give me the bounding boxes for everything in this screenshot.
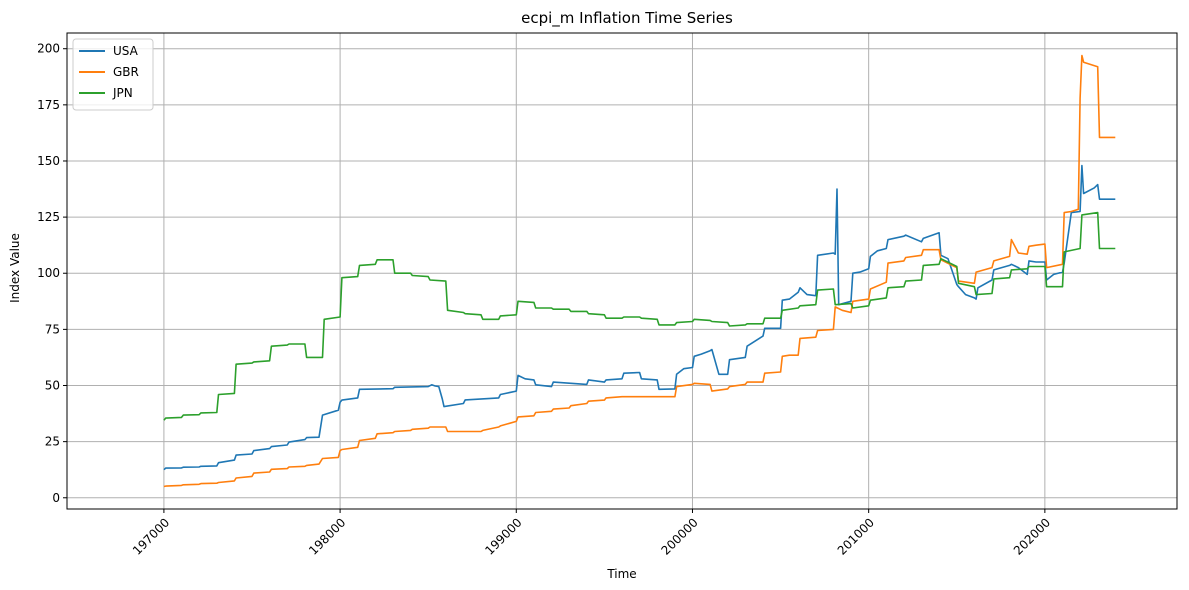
y-tick-label: 25: [45, 435, 60, 449]
y-tick-label: 150: [37, 154, 60, 168]
y-tick-label: 100: [37, 266, 60, 280]
legend-label-gbr: GBR: [113, 65, 139, 79]
series-line-gbr: [163, 54, 1116, 488]
grid: [67, 33, 1177, 509]
x-axis-label: Time: [606, 567, 636, 581]
y-tick-label: 50: [45, 379, 60, 393]
plot-frame: [66, 32, 1178, 510]
y-tick-label: 0: [52, 491, 60, 505]
series-line-jpn: [163, 211, 1116, 421]
series-line-usa: [163, 164, 1116, 471]
y-tick-label: 75: [45, 322, 60, 336]
y-tick-label: 125: [37, 210, 60, 224]
y-axis-label: Index Value: [8, 233, 22, 303]
legend-label-usa: USA: [113, 44, 139, 58]
series-layer: [163, 54, 1116, 488]
legend: USA GBR JPN: [72, 38, 154, 111]
legend-label-jpn: JPN: [112, 86, 133, 100]
y-tick-label: 175: [37, 98, 60, 112]
y-tick-label: 200: [37, 42, 60, 56]
y-axis-ticks: 0 25 50 75 100 125 150 175 200: [37, 42, 67, 505]
chart-title: ecpi_m Inflation Time Series: [521, 9, 733, 28]
